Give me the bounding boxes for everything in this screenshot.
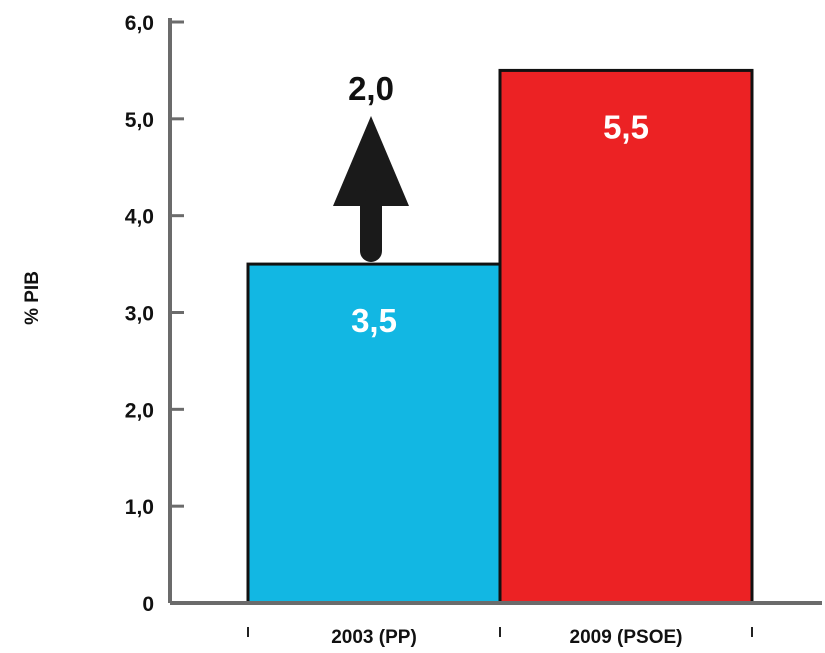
x-tick-label: 2003 (PP)	[331, 627, 417, 648]
arrow-up-icon	[333, 116, 409, 206]
y-tick-label: 4,0	[125, 206, 154, 229]
y-tick-label: 1,0	[125, 496, 154, 519]
y-tick-label: 2,0	[125, 399, 154, 422]
bar	[498, 68, 754, 605]
y-axis-ticks: 0 1,0 2,0 3,0 4,0 5,0 6,0	[125, 12, 184, 616]
annotation: 2,0	[333, 70, 409, 262]
bar-value-label: 5,5	[603, 108, 649, 145]
y-axis-label: % PIB	[22, 271, 43, 325]
y-tick-label: 3,0	[125, 303, 154, 326]
x-axis-ticks: 2003 (PP) 2009 (PSOE)	[247, 627, 753, 648]
x-tick-label: 2009 (PSOE)	[570, 627, 683, 648]
y-tick-label: 6,0	[125, 12, 154, 35]
y-tick-label: 0	[142, 593, 154, 616]
y-tick-label: 5,0	[125, 109, 154, 132]
bars: 3,5 5,5	[246, 68, 754, 605]
bar-value-label: 3,5	[351, 302, 397, 339]
annotation-label: 2,0	[348, 70, 394, 107]
